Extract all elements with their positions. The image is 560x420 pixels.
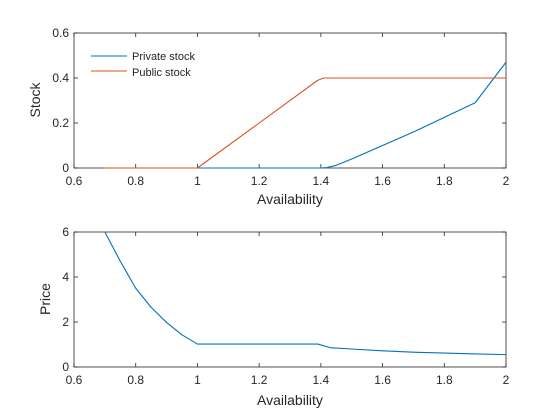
stock-x-axis-label: Availability: [257, 191, 323, 207]
stock-x-tick-label: 0.8: [127, 174, 144, 188]
stock-x-tick-label: 2: [503, 174, 510, 188]
price-x-tick-label: 1: [194, 373, 201, 387]
price-y-axis-label: Price: [37, 283, 53, 315]
series-line-private-stock: [104, 61, 507, 169]
price-x-tick-label: 1.6: [374, 373, 391, 387]
stock-y-tick-label: 0.2: [52, 116, 69, 130]
stock-x-tick-label: 1.2: [251, 174, 268, 188]
series-line-public-stock: [104, 77, 506, 169]
legend: Private stock Public stock: [91, 51, 195, 79]
stock-y-tick-label: 0.4: [52, 71, 69, 85]
price-y-tick-label: 6: [62, 225, 69, 239]
price-ticks: 0.6 0.8 1 1.2 1.4 1.6 1.8 2 0 2 4 6: [62, 225, 509, 387]
stock-y-tick-label: 0.6: [52, 26, 69, 40]
price-plot-box: [73, 231, 507, 368]
stock-x-tick-label: 1: [194, 174, 201, 188]
price-x-axis-label: Availability: [257, 392, 323, 408]
series-line-price: [104, 231, 507, 356]
price-y-tick-label: 0: [62, 360, 69, 374]
stock-x-tick-label: 1.6: [374, 174, 391, 188]
price-x-tick-label: 0.6: [66, 373, 83, 387]
price-y-tick-label: 2: [62, 315, 69, 329]
price-x-tick-label: 0.8: [127, 373, 144, 387]
price-y-tick-label: 4: [62, 270, 69, 284]
stock-axes: 0.6 0.8 1 1.2 1.4 1.6 1.8 2 0 0.2 0.4 0.6 Availabil…: [27, 26, 510, 207]
price-x-tick-label: 1.8: [436, 373, 453, 387]
legend-label-private-stock: Private stock: [132, 51, 195, 63]
stock-y-tick-label: 0: [62, 161, 69, 175]
price-lines: [104, 231, 507, 356]
stock-y-axis-label: Stock: [27, 81, 43, 117]
stock-ticks: 0.6 0.8 1 1.2 1.4 1.6 1.8 2 0 0.2 0.4 0.6: [52, 26, 509, 188]
price-x-tick-label: 1.4: [313, 373, 330, 387]
stock-x-tick-label: 0.6: [66, 174, 83, 188]
stock-x-tick-label: 1.4: [313, 174, 330, 188]
stock-lines: [104, 61, 507, 169]
legend-label-public-stock: Public stock: [132, 67, 191, 79]
price-x-tick-label: 2: [503, 373, 510, 387]
price-axes: 0.6 0.8 1 1.2 1.4 1.6 1.8 2 0 2 4 6 Availability Pr…: [37, 225, 510, 408]
price-x-tick-label: 1.2: [251, 373, 268, 387]
stock-x-tick-label: 1.8: [436, 174, 453, 188]
